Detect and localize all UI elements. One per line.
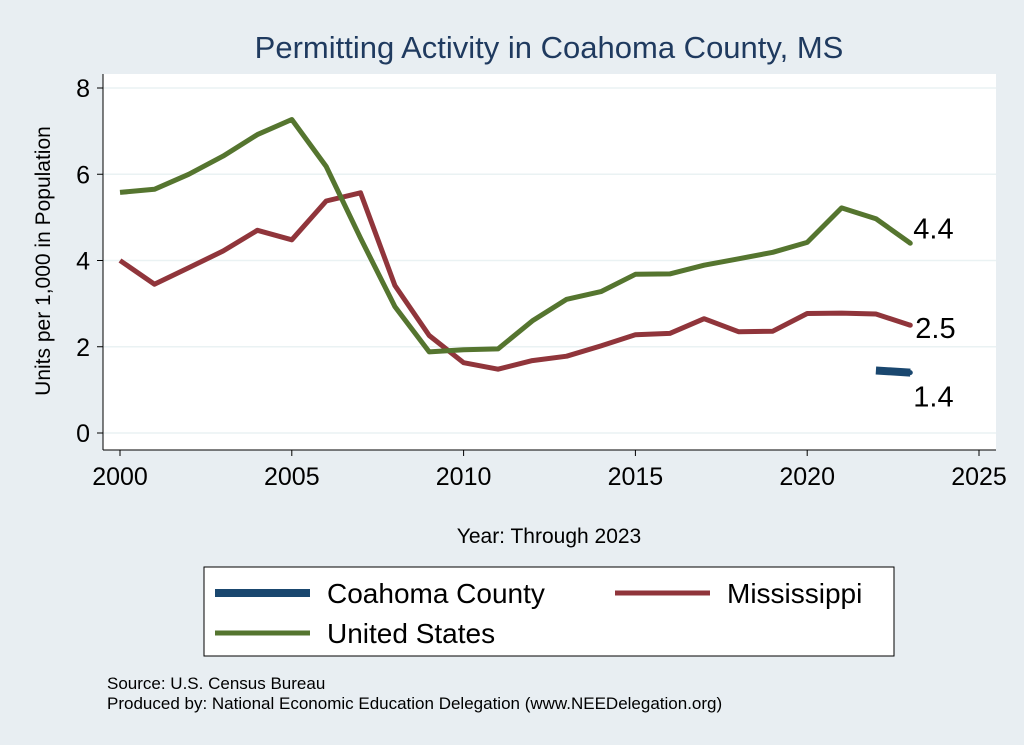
y-tick-label: 2 [76,334,90,362]
end-point-coahoma-county [907,370,913,376]
y-axis-title: Units per 1,000 in Population [32,126,55,396]
y-tick-label: 6 [76,161,90,189]
y-tick-label: 4 [76,248,90,276]
chart-title: Permitting Activity in Coahoma County, M… [255,30,844,65]
x-tick-label: 2010 [436,463,492,491]
x-tick-label: 2015 [608,463,664,491]
end-label-united-states: 4.4 [913,213,953,245]
legend-box [203,566,895,657]
end-point-mississippi [907,322,913,328]
x-tick-label: 2005 [264,463,320,491]
end-labels: 2.5 4.4 1.4 [913,213,955,413]
x-ticks: 2000 2005 2010 2015 2020 2025 [92,450,1007,491]
source-note: Source: U.S. Census Bureau [107,674,325,693]
legend-label-united-states: United States [327,618,495,649]
series-line-coahoma-county [875,366,911,377]
produced-by-note: Produced by: National Economic Education… [107,694,722,713]
legend-label-mississippi: Mississippi [727,578,862,609]
x-tick-label: 2000 [92,463,148,491]
x-axis-title: Year: Through 2023 [457,525,642,548]
x-tick-label: 2020 [779,463,835,491]
x-tick-label: 2025 [951,463,1007,491]
y-ticks: 0 2 4 6 8 [76,75,103,448]
series-line-mississippi [118,190,912,372]
y-tick-label: 0 [76,420,90,448]
end-label-coahoma-county: 1.4 [913,382,953,414]
series-line-united-states [119,117,912,355]
legend: Coahoma County Mississippi United States [203,566,895,657]
gridlines [103,87,996,434]
end-label-mississippi: 2.5 [915,313,955,345]
series-layer [118,117,913,377]
plot-area [103,74,996,450]
y-tick-label: 8 [76,75,90,103]
legend-label-coahoma: Coahoma County [327,578,545,609]
end-point-united-states [907,240,913,246]
